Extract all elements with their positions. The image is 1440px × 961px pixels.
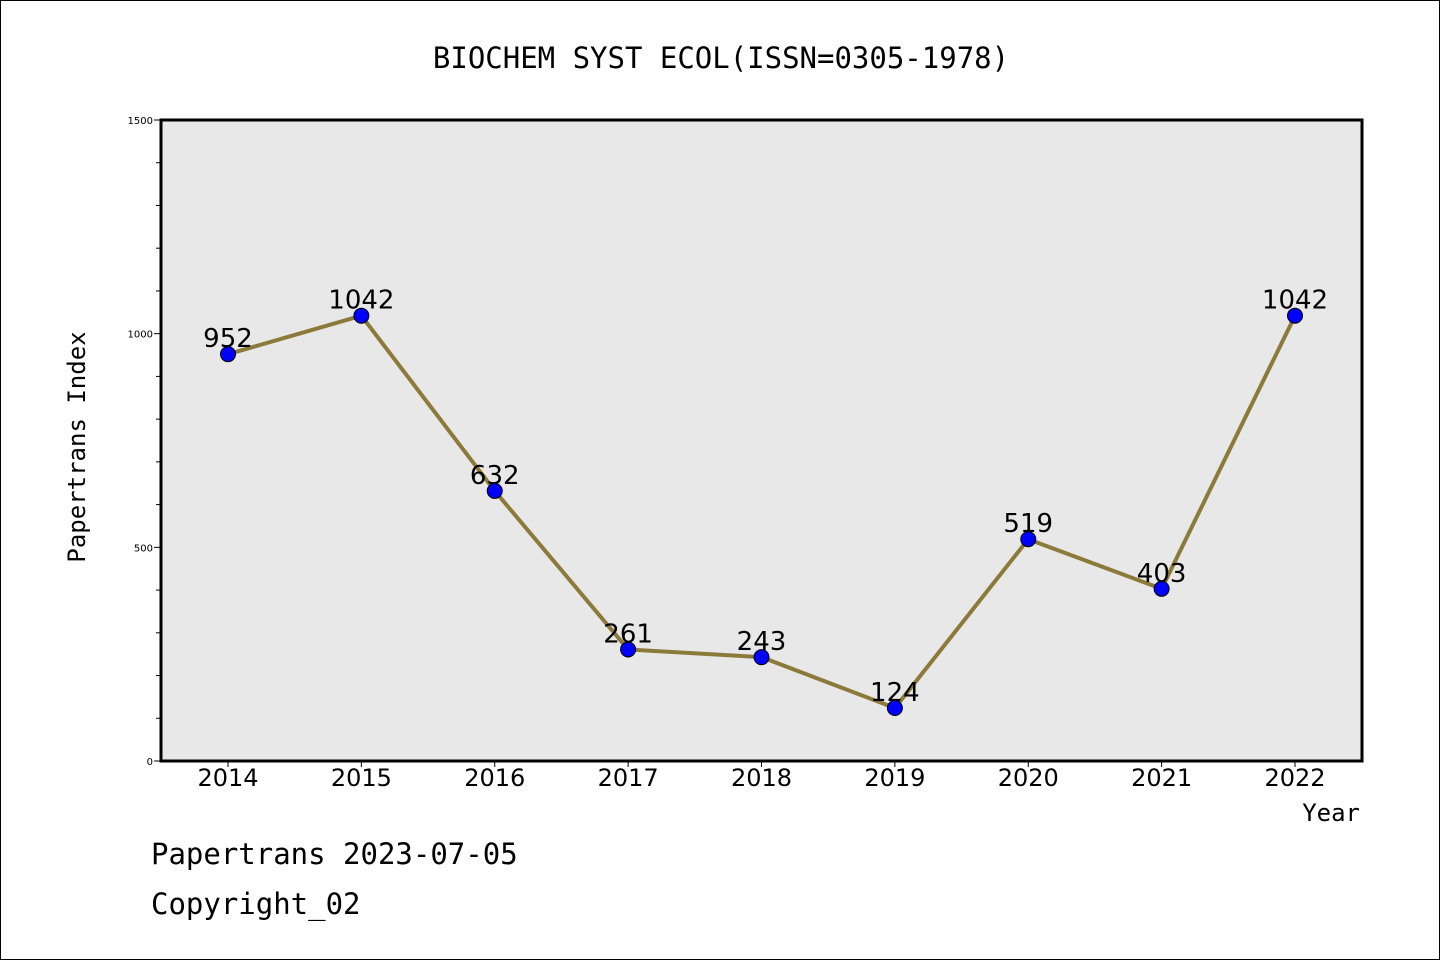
points-group (220, 307, 1303, 717)
y-tick-label: 1000 (128, 330, 153, 341)
data-label: 243 (737, 627, 787, 657)
x-tick-label: 2014 (197, 764, 258, 792)
data-point (1020, 531, 1037, 548)
x-axis: 2014 2015 2016 2017 2018 2019 2020 2021 2022 (197, 761, 1326, 792)
data-point (353, 307, 370, 324)
x-tick-label: 2016 (464, 764, 525, 792)
data-label: 952 (203, 324, 253, 354)
y-tick-label: 500 (134, 543, 153, 554)
data-point (486, 482, 503, 499)
y-axis: 0 500 1000 1500 (128, 116, 161, 768)
footer-date: Papertrans 2023-07-05 (151, 837, 518, 871)
data-label: 1042 (328, 286, 394, 316)
y-axis-label: Papertrans Index (63, 331, 91, 562)
data-point (220, 346, 236, 363)
data-point (886, 700, 903, 717)
x-axis-label: Year (1302, 799, 1360, 827)
data-point (753, 649, 770, 666)
data-label: 519 (1003, 509, 1053, 539)
data-labels-group: 952 1042 632 261 243 124 519 403 1042 (203, 286, 1328, 708)
footer-copyright: Copyright_02 (151, 887, 361, 921)
data-point (620, 641, 637, 658)
x-tick-label: 2021 (1131, 764, 1192, 792)
x-tick-label: 2019 (864, 764, 925, 792)
data-point (1153, 580, 1170, 597)
data-label: 632 (470, 461, 520, 491)
data-label: 403 (1137, 559, 1187, 589)
chart-title: BIOCHEM SYST ECOL(ISSN=0305-1978) (433, 41, 1009, 75)
y-tick-label: 0 (147, 757, 153, 768)
data-label: 261 (603, 619, 653, 649)
x-tick-label: 2017 (598, 764, 659, 792)
data-label: 1042 (1262, 286, 1328, 316)
x-tick-label: 2020 (998, 764, 1059, 792)
data-label: 124 (870, 678, 920, 708)
y-tick-label: 1500 (128, 116, 153, 127)
data-point (1287, 307, 1303, 324)
x-tick-label: 2015 (331, 764, 392, 792)
x-tick-label: 2018 (731, 764, 792, 792)
x-tick-label: 2022 (1264, 764, 1325, 792)
